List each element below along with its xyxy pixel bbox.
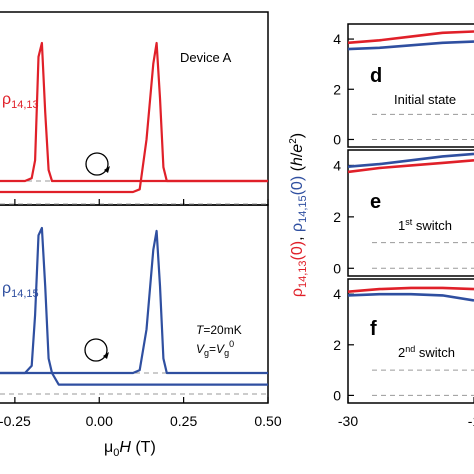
caption-number: 2 — [398, 345, 405, 360]
series-line-rho-14-13 — [347, 30, 474, 45]
panel-frame — [347, 23, 474, 148]
rho-14-15-main: ρ — [2, 280, 11, 297]
caption-ordinal: nd — [405, 344, 415, 354]
ylabel-unit-h: h — [289, 157, 306, 166]
left-x-axis-label: μ0H (T) — [104, 439, 156, 459]
rho-14-13-sub: 14,13 — [11, 99, 39, 111]
ylabel-unit-open: ( — [289, 165, 306, 175]
xlabel-mu: μ — [104, 439, 113, 456]
xlabel-unit: (T) — [131, 439, 156, 456]
left-top-curves — [0, 41, 268, 194]
panel-frame — [347, 149, 474, 277]
x-tick-label: 0.00 — [86, 413, 113, 429]
rho-14-13-label: ρ14,13 — [2, 91, 39, 111]
series-line-sweep-down — [0, 41, 268, 183]
x-tick-label: 0.50 — [254, 413, 281, 429]
gate-voltage-sub: g — [204, 348, 209, 358]
panel-letter: f — [370, 318, 377, 340]
panel-caption: 1st switch — [398, 217, 452, 233]
panel-frame — [347, 278, 474, 404]
ylabel-unit-sup: 2 — [288, 138, 299, 144]
x-tick-label: -1 — [468, 413, 474, 429]
panel-e: 4 2 0 e 1st switch — [333, 149, 474, 277]
caption-rest: switch — [415, 345, 455, 360]
sweep-direction-arrowhead-icon — [103, 352, 109, 359]
x-tick-label: -30 — [338, 413, 358, 429]
rho-14-15-label: ρ14,15 — [2, 280, 39, 300]
series-line-rho-14-15 — [347, 40, 474, 51]
sweep-direction-circle-icon — [84, 338, 108, 362]
gate-voltage-eq: = — [209, 342, 216, 356]
gate-voltage-var2: V — [216, 342, 225, 356]
y-tick-label: 0 — [333, 260, 341, 276]
y-tick-label: 4 — [333, 31, 341, 47]
gate-voltage-sub2: g — [224, 348, 229, 358]
caption-number: 1 — [398, 218, 405, 233]
left-top-sweep-arrow — [85, 152, 110, 176]
y-tick-label: 2 — [333, 209, 341, 225]
panel-caption: Initial state — [394, 92, 456, 107]
left-figure: Device A ρ14,13 ρ14,15 T=20mK Vg=Vg0 -0.… — [0, 11, 282, 459]
ylabel-arg1: (0) — [289, 241, 306, 261]
ylabel-unit-slash: / — [289, 152, 306, 157]
temperature-label: T=20mK — [196, 323, 242, 337]
x-tick-label: -0.25 — [0, 413, 31, 429]
temperature-value: =20mK — [203, 323, 241, 337]
gate-voltage-var: V — [196, 342, 205, 356]
right-figure: ρ14,13(0), ρ14,15(0) (h/e2) 420dInitial … — [288, 23, 474, 429]
left-bottom-sweep-arrow — [84, 338, 109, 362]
y-tick-label: 0 — [333, 131, 341, 147]
y-tick-label: 4 — [333, 286, 341, 302]
left-top-panel-frame — [0, 11, 269, 206]
xlabel-H: H — [119, 439, 131, 456]
left-bottom-panel-frame — [0, 204, 269, 404]
right-y-axis-label: ρ14,13(0), ρ14,15(0) (h/e2) — [288, 133, 309, 297]
ylabel-unit-close: ) — [289, 133, 306, 138]
xlabel-sub0: 0 — [113, 447, 119, 459]
ylabel-arg2: (0) — [289, 176, 306, 196]
series-line-rho-14-15 — [347, 152, 474, 168]
gate-voltage-label: Vg=Vg0 — [196, 339, 234, 358]
y-tick-label: 4 — [333, 157, 341, 173]
ylabel-rho1: ρ — [289, 288, 306, 297]
left-x-axis-ticks: -0.25 0.00 0.25 0.50 — [0, 199, 282, 429]
sweep-direction-circle-icon — [85, 152, 109, 176]
caption-ordinal: st — [405, 217, 413, 227]
left-bottom-curves — [0, 226, 268, 386]
ylabel-sub1: 14,13 — [297, 260, 309, 288]
ylabel-sub2: 14,15 — [297, 195, 309, 223]
x-tick-label: 0.25 — [170, 413, 197, 429]
y-tick-label: 2 — [333, 337, 341, 353]
series-line-sweep-up — [0, 41, 268, 194]
caption-rest: switch — [412, 218, 452, 233]
series-line-sweep-down — [0, 226, 268, 386]
rho-14-13-main: ρ — [2, 91, 11, 108]
series-line-sweep-up — [0, 229, 268, 375]
ylabel-unit-e: e — [289, 144, 306, 153]
temperature-var: T — [196, 323, 205, 337]
device-label: Device A — [180, 50, 232, 65]
series-line-rho-14-13 — [347, 286, 474, 293]
panel-letter: d — [370, 65, 382, 87]
panel-caption: 2nd switch — [398, 344, 455, 360]
panel-d: 4 2 0 d Initial state — [333, 23, 474, 148]
y-tick-label: 0 — [333, 387, 341, 403]
series-line-rho-14-15 — [347, 292, 474, 302]
sweep-direction-arrowhead-icon — [104, 166, 110, 173]
rho-14-15-sub: 14,15 — [11, 288, 39, 300]
series-line-rho-14-13 — [347, 159, 474, 174]
ylabel-rho2: ρ — [289, 223, 306, 232]
gate-voltage-sup2: 0 — [229, 339, 234, 349]
ylabel-comma: , — [289, 232, 306, 241]
right-x-axis-ticks: -30 -1 — [338, 397, 474, 429]
y-tick-label: 2 — [333, 81, 341, 97]
panel-letter: e — [370, 191, 381, 213]
